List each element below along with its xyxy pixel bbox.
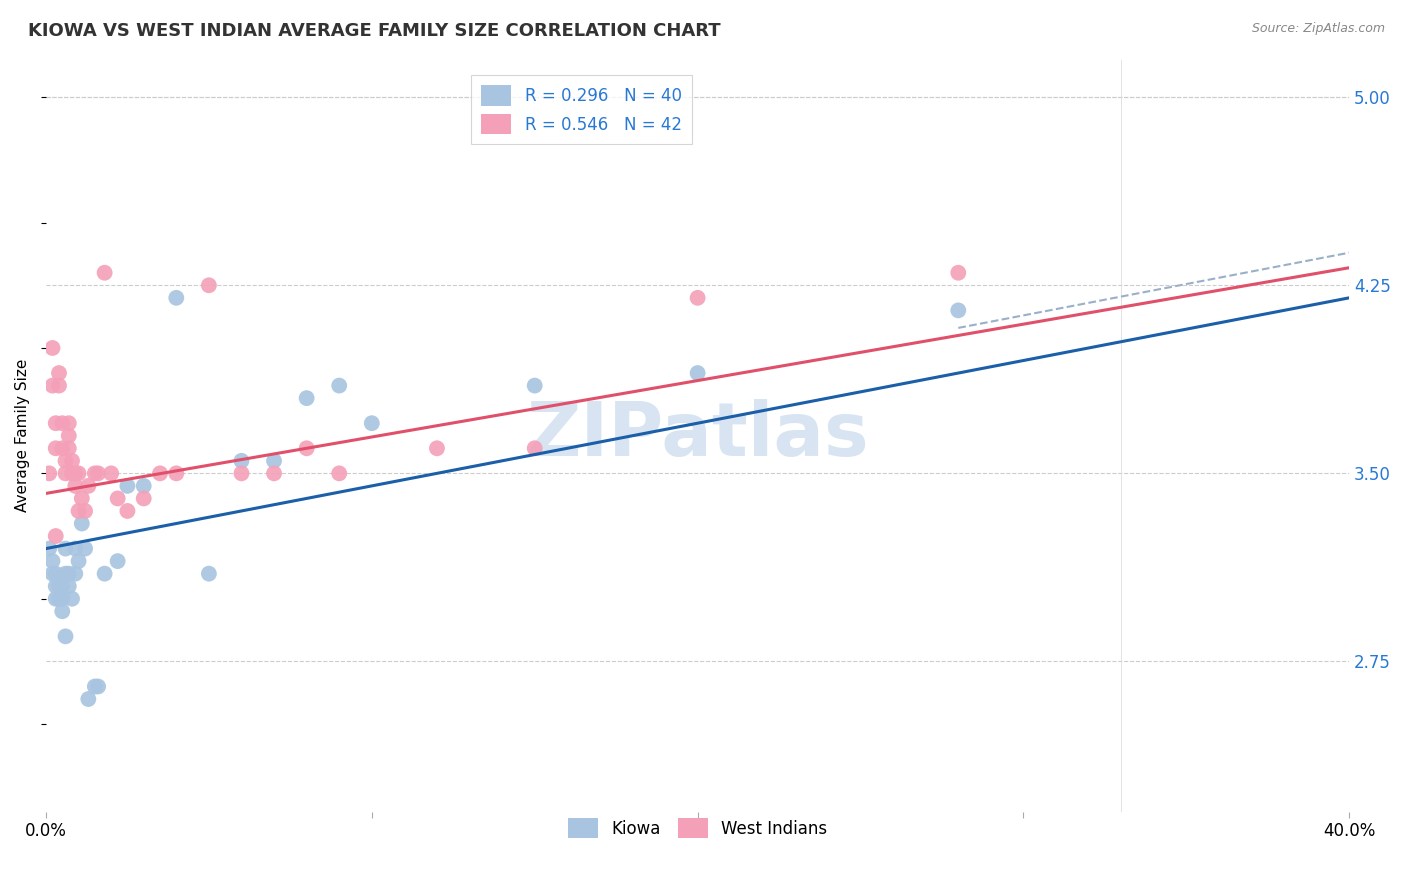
Point bbox=[132, 479, 155, 493]
Point bbox=[45, 591, 67, 606]
Point bbox=[55, 454, 77, 468]
Point bbox=[948, 266, 970, 280]
Point bbox=[45, 566, 67, 581]
Point bbox=[51, 604, 73, 618]
Point bbox=[75, 504, 97, 518]
Point bbox=[48, 378, 70, 392]
Point bbox=[77, 692, 100, 706]
Point bbox=[45, 442, 67, 456]
Point bbox=[58, 428, 80, 442]
Point bbox=[87, 680, 110, 694]
Point bbox=[65, 566, 87, 581]
Point bbox=[93, 566, 115, 581]
Point bbox=[55, 467, 77, 481]
Point bbox=[41, 378, 63, 392]
Point bbox=[60, 467, 83, 481]
Point bbox=[83, 467, 105, 481]
Point bbox=[117, 479, 139, 493]
Point bbox=[231, 467, 253, 481]
Point bbox=[231, 454, 253, 468]
Point bbox=[51, 579, 73, 593]
Point bbox=[165, 467, 187, 481]
Legend: Kiowa, West Indians: Kiowa, West Indians bbox=[561, 811, 834, 845]
Point bbox=[165, 291, 187, 305]
Point bbox=[263, 467, 285, 481]
Point bbox=[87, 467, 110, 481]
Point bbox=[60, 591, 83, 606]
Point bbox=[295, 442, 318, 456]
Point bbox=[93, 266, 115, 280]
Point bbox=[198, 278, 221, 293]
Point bbox=[48, 366, 70, 380]
Point bbox=[38, 467, 60, 481]
Point bbox=[117, 504, 139, 518]
Point bbox=[83, 680, 105, 694]
Point bbox=[70, 516, 93, 531]
Point bbox=[55, 629, 77, 643]
Point bbox=[45, 529, 67, 543]
Point bbox=[67, 467, 90, 481]
Point bbox=[38, 541, 60, 556]
Point bbox=[328, 378, 350, 392]
Point bbox=[48, 591, 70, 606]
Point bbox=[65, 467, 87, 481]
Point bbox=[523, 378, 546, 392]
Text: KIOWA VS WEST INDIAN AVERAGE FAMILY SIZE CORRELATION CHART: KIOWA VS WEST INDIAN AVERAGE FAMILY SIZE… bbox=[28, 22, 721, 40]
Point bbox=[263, 454, 285, 468]
Point bbox=[45, 579, 67, 593]
Y-axis label: Average Family Size: Average Family Size bbox=[15, 359, 30, 512]
Point bbox=[70, 491, 93, 506]
Point bbox=[65, 479, 87, 493]
Point bbox=[51, 591, 73, 606]
Point bbox=[328, 467, 350, 481]
Text: ZIPatlas: ZIPatlas bbox=[526, 400, 869, 472]
Point bbox=[41, 554, 63, 568]
Point bbox=[60, 454, 83, 468]
Point bbox=[58, 442, 80, 456]
Point bbox=[523, 442, 546, 456]
Point bbox=[58, 416, 80, 430]
Point bbox=[100, 467, 122, 481]
Point bbox=[295, 391, 318, 405]
Point bbox=[107, 491, 129, 506]
Point bbox=[65, 541, 87, 556]
Point bbox=[48, 579, 70, 593]
Point bbox=[75, 541, 97, 556]
Point bbox=[67, 554, 90, 568]
Point bbox=[41, 566, 63, 581]
Point bbox=[686, 291, 709, 305]
Point bbox=[51, 442, 73, 456]
Point bbox=[55, 541, 77, 556]
Point bbox=[67, 504, 90, 518]
Point bbox=[58, 566, 80, 581]
Point bbox=[55, 566, 77, 581]
Point bbox=[41, 341, 63, 355]
Point bbox=[686, 366, 709, 380]
Point bbox=[198, 566, 221, 581]
Point bbox=[426, 442, 449, 456]
Point bbox=[360, 416, 382, 430]
Point bbox=[132, 491, 155, 506]
Point bbox=[77, 479, 100, 493]
Point bbox=[45, 416, 67, 430]
Text: Source: ZipAtlas.com: Source: ZipAtlas.com bbox=[1251, 22, 1385, 36]
Point bbox=[58, 579, 80, 593]
Point bbox=[51, 416, 73, 430]
Point bbox=[149, 467, 172, 481]
Point bbox=[948, 303, 970, 318]
Point bbox=[48, 591, 70, 606]
Point bbox=[107, 554, 129, 568]
